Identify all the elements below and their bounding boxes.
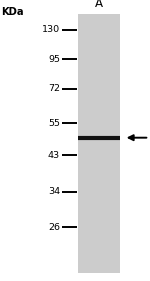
Text: 34: 34 [48,187,60,196]
Text: KDa: KDa [2,7,24,17]
Bar [78,14,120,273]
Text: 72: 72 [48,84,60,93]
Text: 95: 95 [48,55,60,64]
Text: 55: 55 [48,119,60,128]
Text: 43: 43 [48,151,60,160]
Text: 26: 26 [48,223,60,232]
Text: 130: 130 [42,25,60,34]
Text: A: A [95,0,103,10]
